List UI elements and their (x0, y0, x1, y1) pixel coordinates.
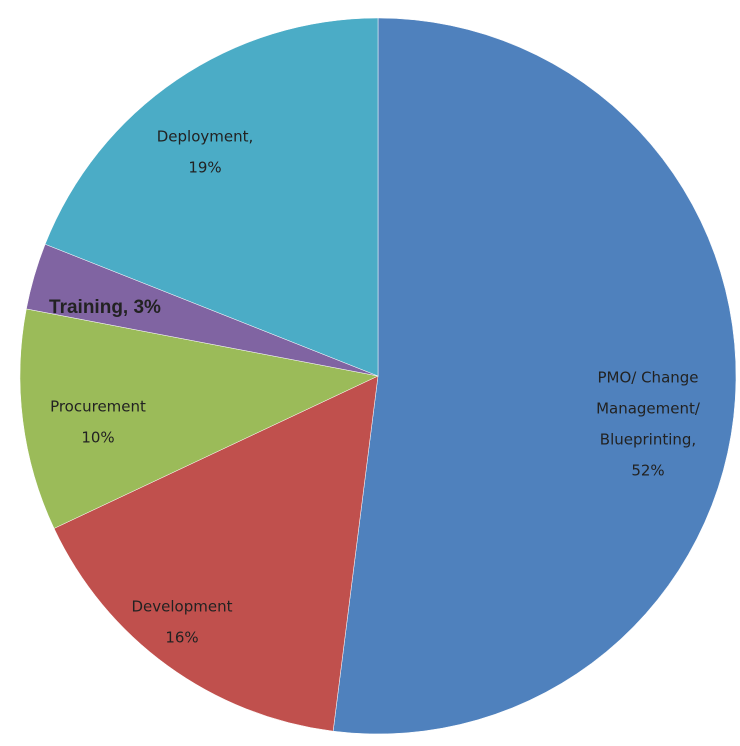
pie-slice (44, 17, 379, 377)
data-label: 16% (165, 629, 198, 647)
data-label: Procurement (50, 398, 146, 416)
data-label: 10% (81, 429, 114, 447)
pie-slice (19, 308, 379, 529)
data-label: 52% (631, 462, 664, 480)
pie-slice (332, 17, 737, 735)
pie-slice (53, 375, 379, 732)
data-label: Deployment, (157, 128, 254, 146)
data-label: Development (132, 598, 233, 616)
data-label: Blueprinting, (600, 431, 696, 449)
data-label: Training, 3% (49, 297, 161, 318)
data-label: Management/ (596, 400, 701, 418)
data-label: 19% (188, 159, 221, 177)
data-label: PMO/ Change (597, 369, 698, 387)
